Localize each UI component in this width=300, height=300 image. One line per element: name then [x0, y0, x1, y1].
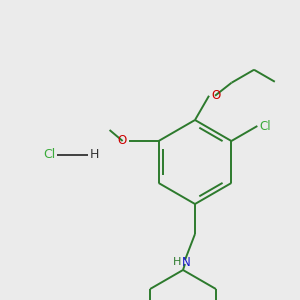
Text: Cl: Cl	[260, 119, 271, 133]
Text: Cl: Cl	[43, 148, 55, 161]
Text: O: O	[211, 89, 220, 102]
Text: N: N	[182, 256, 190, 268]
Text: H: H	[173, 257, 181, 267]
Text: O: O	[117, 134, 127, 148]
Text: H: H	[90, 148, 99, 161]
